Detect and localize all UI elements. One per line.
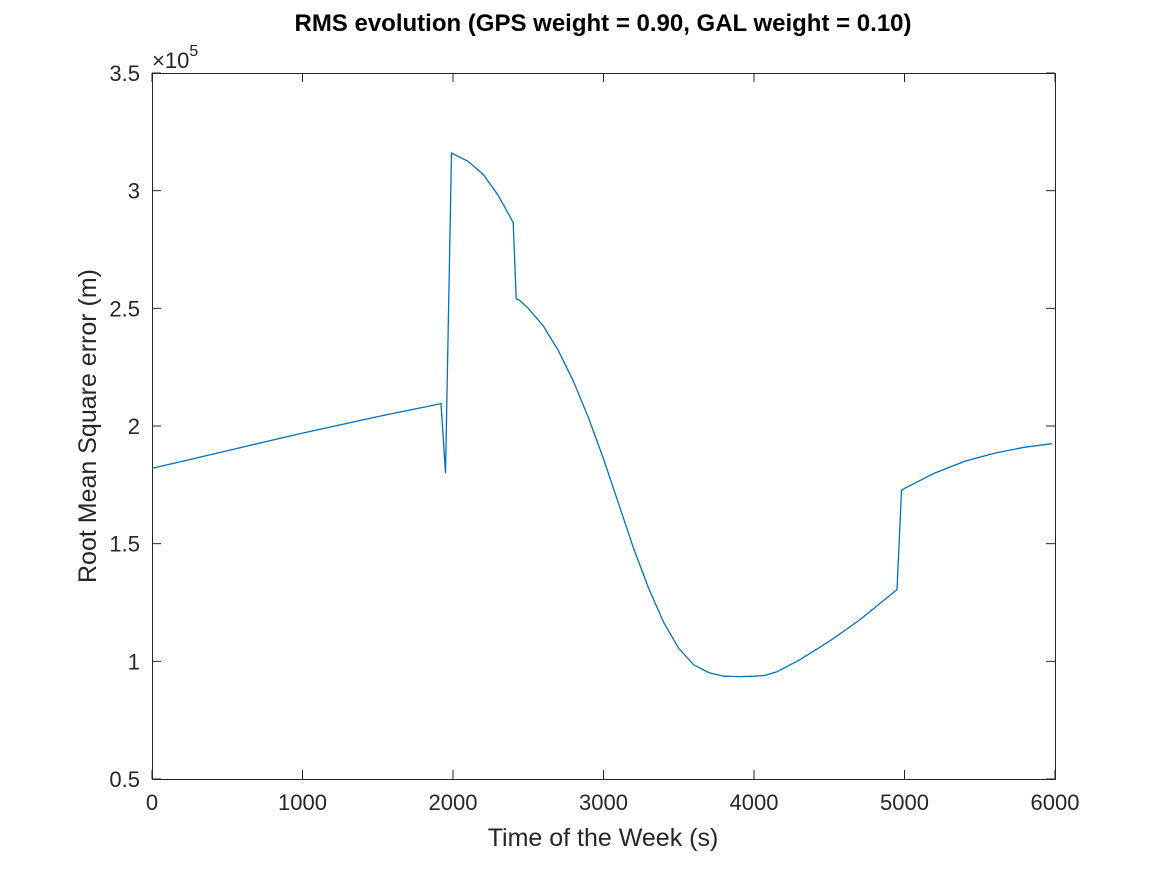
- y-axis-label: Root Mean Square error (m): [74, 269, 102, 583]
- y-tick-label: 1: [128, 649, 140, 674]
- x-axis: 0 1000 2000 3000 4000 5000 6000: [146, 73, 1080, 815]
- y-tick-label: 3: [128, 179, 140, 204]
- chart-title: RMS evolution (GPS weight = 0.90, GAL we…: [294, 10, 911, 37]
- x-tick-label: 3000: [579, 790, 628, 815]
- y-axis-exponent: ×105: [152, 43, 198, 73]
- y-axis: 0.5 1 1.5 2 2.5 3 3.5: [109, 61, 1055, 792]
- y-exponent-power: 5: [189, 43, 198, 60]
- x-tick-label: 6000: [1031, 790, 1080, 815]
- x-tick-label: 2000: [429, 790, 478, 815]
- y-tick-label: 3.5: [109, 61, 140, 86]
- y-tick-label: 2: [128, 414, 140, 439]
- x-axis-label: Time of the Week (s): [488, 824, 719, 852]
- x-tick-label: 5000: [880, 790, 929, 815]
- series-line: [151, 151, 1053, 678]
- y-tick-label: 0.5: [109, 767, 140, 792]
- y-exponent-base: ×10: [152, 48, 189, 73]
- y-tick-label: 1.5: [109, 532, 140, 557]
- x-tick-label: 4000: [730, 790, 779, 815]
- series-group: [151, 151, 1053, 678]
- y-tick-label: 2.5: [109, 296, 140, 321]
- x-tick-label: 1000: [278, 790, 327, 815]
- x-tick-label: 0: [146, 790, 158, 815]
